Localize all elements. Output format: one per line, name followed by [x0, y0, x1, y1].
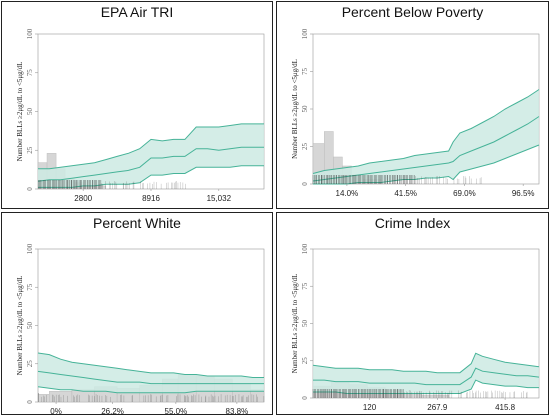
- x-tick-label: 0%: [50, 407, 62, 415]
- y-tick-label: 50: [26, 322, 34, 330]
- y-tick-label: 0: [26, 187, 34, 191]
- y-tick-label: 100: [26, 28, 34, 39]
- panel-percent-below-poverty: Percent Below Poverty 0 25 50 75 100 Number B…: [276, 1, 549, 209]
- y-axis-title: Number BLLs ≥2μg/dL to <5μg/dL: [16, 276, 24, 376]
- confidence-band: [38, 123, 264, 188]
- upper-bound-line: [37, 352, 264, 378]
- upper-bound-line: [312, 352, 540, 374]
- mean-line: [313, 367, 540, 386]
- y-tick-label: 50: [301, 320, 309, 328]
- mean-line: [37, 146, 264, 182]
- histogram-bar: [49, 391, 73, 403]
- plot-area: 0 25 50 75 100 Number BLLs ≥2μg/dL to <5μg/dL…: [291, 28, 540, 198]
- lower-bound-line: [313, 144, 540, 185]
- y-tick-label: 25: [26, 146, 34, 154]
- y-axis-title: Number BLLs ≥2μg/dL to <5μg/dL: [291, 274, 299, 374]
- x-tick-label: 41.5%: [394, 189, 417, 198]
- x-tick-label: 14.0%: [336, 189, 359, 198]
- upper-bound-line: [312, 89, 540, 174]
- lower-bound-line: [37, 386, 264, 394]
- y-tick-label: 75: [26, 69, 34, 77]
- y-tick-label: 100: [301, 243, 309, 254]
- y-tick-label: 25: [301, 357, 309, 365]
- plot-area: 0 25 50 75 100 Number BLLs ≥2μg/dL to <5μg/dL…: [291, 243, 540, 412]
- x-tick-label: 69.0%: [453, 189, 476, 198]
- x-tick-label: 2800: [74, 194, 92, 203]
- confidence-band: [313, 89, 539, 184]
- x-tick-label: 96.5%: [512, 189, 535, 198]
- mean-line: [37, 370, 264, 385]
- y-axis-title: Number BLLs ≥2μg/dL to <5μg/dL: [291, 59, 299, 159]
- histogram-bar: [421, 394, 449, 399]
- y-tick-label: 25: [301, 143, 309, 151]
- panel-title: Percent Below Poverty: [341, 4, 484, 20]
- y-tick-label: 75: [26, 283, 34, 291]
- confidence-band: [313, 353, 539, 394]
- y-tick-label: 75: [301, 68, 309, 76]
- mean-line: [312, 116, 540, 182]
- panel-percent-white: Percent White 0 25 50 75 100 Number BLLs ≥2μg…: [1, 212, 273, 415]
- x-tick-label: 120: [363, 403, 377, 412]
- plot-area: 0 25 50 75 100 Number BLLs ≥2μg/dL to <5μg/dL…: [16, 243, 265, 415]
- y-tick-label: 0: [301, 396, 309, 400]
- x-tick-label: 26.2%: [101, 407, 124, 415]
- y-tick-label: 75: [301, 282, 309, 290]
- x-tick-label: 55.0%: [165, 407, 188, 415]
- panel-title: Percent White: [93, 215, 181, 231]
- lower-bound-line: [313, 379, 539, 394]
- x-tick-label: 267.9: [427, 403, 448, 412]
- panel-title: EPA Air TRI: [100, 4, 174, 20]
- y-tick-label: 100: [301, 28, 309, 39]
- y-tick-label: 0: [301, 182, 309, 186]
- y-axis-title: Number BLLs ≥2μg/dL to <5μg/dL: [16, 62, 24, 162]
- panel-epa-air-tri: EPA Air TRI 0 25 50 75 100 Number BLLs ≥2μg/d…: [1, 1, 273, 209]
- x-tick-label: 415.8: [495, 403, 516, 412]
- upper-bound-line: [38, 123, 264, 170]
- y-tick-label: 100: [26, 243, 34, 254]
- histogram-bar: [403, 393, 422, 399]
- y-tick-label: 50: [26, 108, 34, 116]
- x-tick-label: 15,032: [207, 194, 232, 203]
- plot-area: 0 25 50 75 100 Number BLLs ≥2μg/dL to <5μg/dL…: [16, 28, 265, 203]
- y-tick-label: 25: [26, 360, 34, 368]
- x-tick-label: 8916: [142, 194, 160, 203]
- y-tick-label: 50: [301, 105, 309, 113]
- x-tick-label: 83.8%: [226, 407, 249, 415]
- panel-title: Crime Index: [374, 215, 451, 231]
- y-tick-label: 0: [26, 400, 34, 404]
- panel-crime-index: Crime Index 0 25 50 75 100 Number BLLs ≥2μg/d…: [276, 212, 549, 415]
- lower-bound-line: [38, 165, 264, 188]
- histogram-bar: [37, 394, 50, 403]
